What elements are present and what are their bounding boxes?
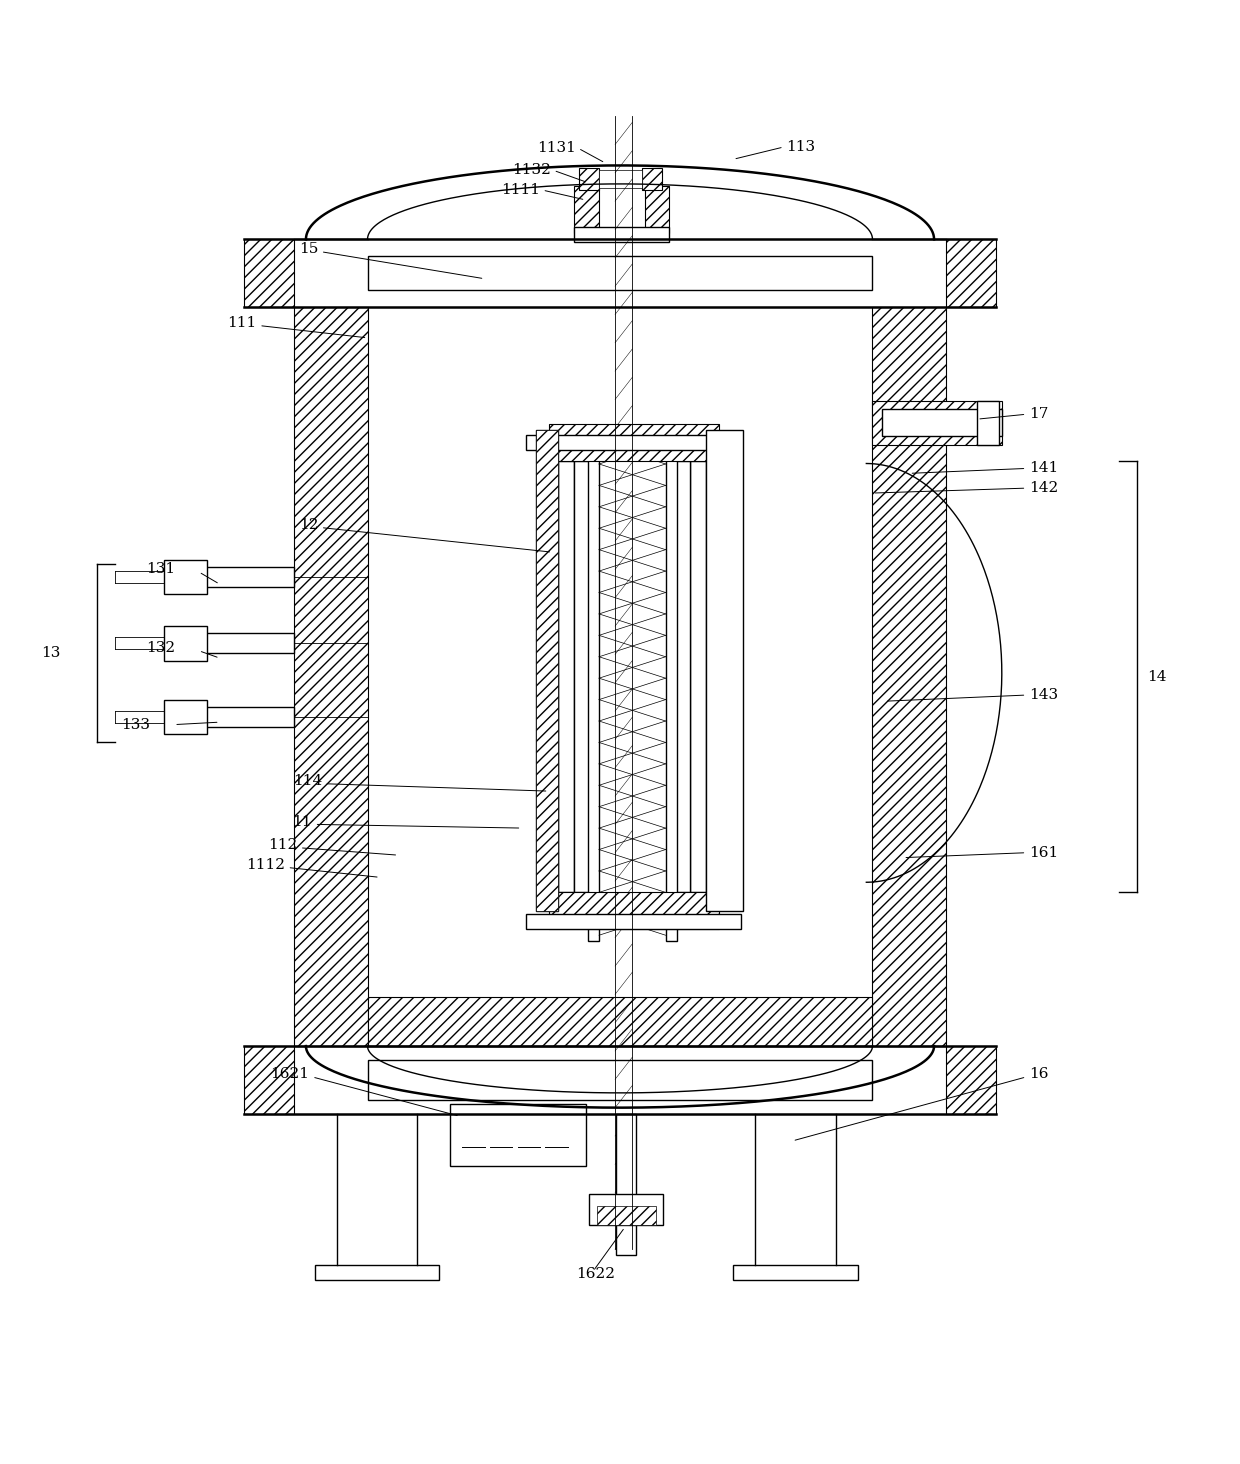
Text: 15: 15	[299, 242, 319, 256]
Text: 141: 141	[1029, 461, 1058, 476]
Bar	[164, 559, 207, 594]
Bar	[548, 892, 718, 930]
Text: 132: 132	[146, 641, 175, 656]
Bar	[707, 430, 743, 911]
Bar	[527, 915, 740, 930]
Text: 111: 111	[227, 316, 257, 329]
Bar	[579, 168, 599, 190]
Text: 1621: 1621	[270, 1067, 310, 1082]
Text: 1112: 1112	[246, 858, 285, 873]
Bar	[946, 239, 996, 307]
Bar	[367, 256, 873, 290]
Text: 1131: 1131	[537, 141, 575, 155]
Bar	[589, 1193, 663, 1225]
Text: 131: 131	[146, 562, 175, 577]
Text: 143: 143	[1029, 688, 1058, 703]
Text: 16: 16	[1029, 1067, 1048, 1082]
Bar	[574, 227, 670, 242]
Text: 11: 11	[293, 815, 312, 829]
Bar	[315, 1265, 439, 1280]
Bar	[574, 186, 599, 233]
Bar	[367, 997, 873, 1047]
Bar	[588, 436, 599, 941]
Bar	[691, 461, 707, 892]
Bar	[244, 239, 294, 307]
Bar	[596, 1206, 656, 1225]
Text: 17: 17	[1029, 407, 1048, 422]
Bar	[675, 461, 691, 892]
Bar	[367, 1060, 873, 1101]
Bar	[244, 1047, 294, 1114]
Text: 113: 113	[786, 141, 816, 154]
Text: 14: 14	[1147, 669, 1167, 684]
Text: 12: 12	[299, 518, 319, 531]
Bar	[977, 401, 999, 445]
Bar	[186, 634, 294, 653]
Bar	[873, 307, 946, 1047]
Bar	[548, 425, 718, 461]
Text: 112: 112	[268, 839, 298, 852]
Text: 114: 114	[293, 774, 322, 788]
Bar	[164, 627, 207, 660]
Bar	[883, 410, 1002, 436]
Bar	[642, 168, 662, 190]
Bar	[645, 186, 670, 233]
Text: 1622: 1622	[575, 1266, 615, 1281]
Bar	[186, 567, 294, 587]
Text: 133: 133	[122, 717, 150, 732]
Bar	[574, 461, 590, 892]
Bar	[164, 700, 207, 735]
Bar	[294, 307, 367, 1047]
Bar	[873, 401, 1002, 445]
Bar	[527, 435, 740, 449]
Bar	[186, 707, 294, 728]
Bar	[733, 1265, 858, 1280]
Bar	[536, 430, 558, 911]
Text: 1132: 1132	[512, 164, 551, 177]
Bar	[599, 170, 642, 187]
Text: 13: 13	[41, 646, 61, 660]
Bar	[450, 1104, 585, 1165]
Text: 161: 161	[1029, 846, 1058, 859]
Bar	[536, 430, 558, 911]
Bar	[558, 461, 574, 892]
Bar	[616, 1114, 636, 1256]
Bar	[666, 436, 677, 941]
Text: 1111: 1111	[501, 183, 539, 198]
Text: 142: 142	[1029, 482, 1058, 495]
Bar	[946, 1047, 996, 1114]
